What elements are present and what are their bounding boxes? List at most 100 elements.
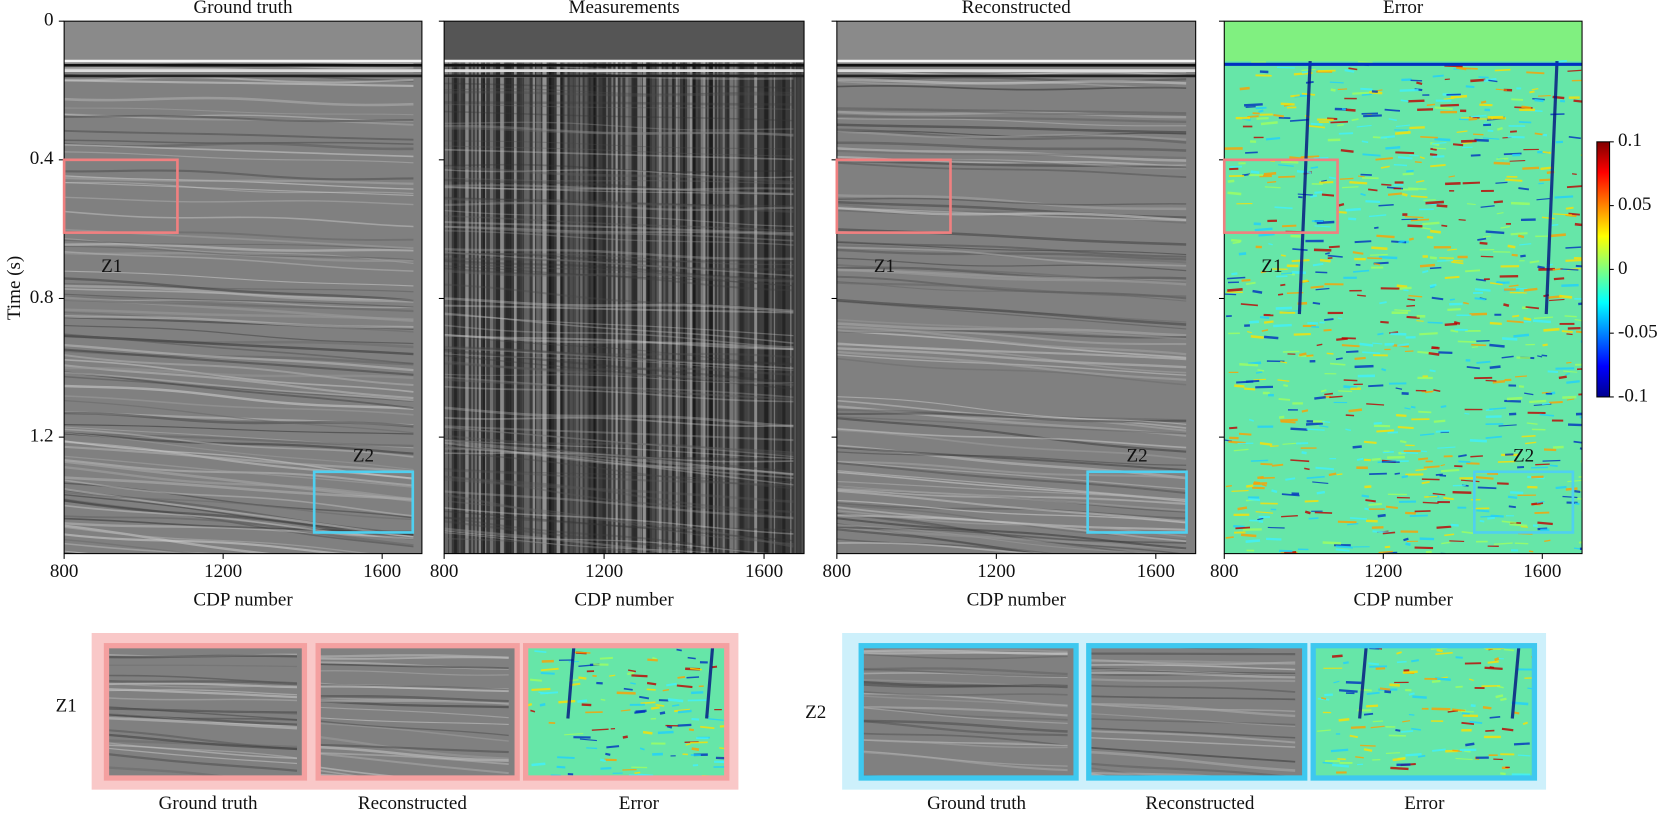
trace-stripe	[637, 21, 641, 554]
reflector	[444, 178, 794, 196]
error-streak	[1360, 192, 1366, 197]
error-streak	[1577, 497, 1583, 500]
reflector	[318, 722, 509, 742]
x-axis-label: CDP number	[1354, 590, 1454, 611]
trace-stripe	[538, 21, 542, 554]
reflector	[444, 434, 794, 456]
colorbar-tick-label: -0.05	[1618, 322, 1658, 343]
reflector	[444, 110, 794, 122]
error-streak	[1393, 163, 1408, 167]
error-streak	[1526, 422, 1538, 425]
error-streak	[1579, 447, 1583, 450]
error-streak	[1343, 379, 1358, 382]
error-streak	[1465, 85, 1475, 89]
error-streak	[1549, 298, 1565, 302]
zone-label: Z1	[101, 256, 122, 277]
error-streak	[1434, 106, 1453, 111]
trace-stripe	[773, 21, 776, 554]
error-streak	[1537, 521, 1553, 526]
error-streak	[1259, 442, 1273, 446]
error-streak	[688, 728, 694, 732]
error-streak	[1377, 513, 1386, 518]
error-streak	[1526, 71, 1545, 75]
error-streak	[1528, 550, 1534, 553]
error-streak	[1289, 118, 1309, 122]
reflector	[318, 696, 509, 705]
error-streak	[1396, 660, 1407, 664]
error-streak	[1338, 210, 1347, 214]
error-streak	[1304, 499, 1319, 503]
error-streak	[1523, 287, 1538, 292]
error-streak	[1496, 685, 1504, 689]
top-band	[1224, 21, 1583, 62]
reflector	[444, 517, 794, 532]
error-streak	[1581, 72, 1583, 74]
error-streak	[1410, 405, 1416, 409]
reflector	[64, 526, 375, 554]
error-streak	[1521, 105, 1532, 110]
error-streak	[1561, 330, 1573, 334]
error-streak	[1281, 493, 1300, 497]
error-streak	[1266, 537, 1282, 541]
error-streak	[1361, 140, 1369, 144]
error-streak	[1470, 154, 1481, 157]
error-streak	[1404, 215, 1424, 219]
trace-stripe	[584, 21, 588, 554]
x-tick-label: 1600	[1137, 561, 1175, 582]
error-streak	[1331, 654, 1343, 658]
trace-stripe	[480, 21, 485, 554]
error-streak	[1536, 197, 1550, 201]
error-streak	[1501, 520, 1517, 524]
y-axis-label: Time (s)	[4, 256, 25, 320]
error-streak	[639, 695, 650, 700]
reflector	[64, 333, 414, 365]
error-streak	[1298, 352, 1307, 357]
error-streak	[1368, 662, 1379, 666]
error-streak	[1437, 446, 1456, 449]
error-streak	[1301, 70, 1308, 74]
error-streak	[1534, 98, 1544, 103]
trace-stripe	[734, 21, 739, 554]
y-tick-label: 0	[44, 10, 54, 31]
error-streak	[1384, 108, 1401, 112]
error-streak	[1291, 270, 1307, 275]
error-streak	[1409, 514, 1428, 518]
trace-stripe	[454, 21, 457, 554]
error-streak	[1500, 697, 1507, 702]
error-streak	[1363, 114, 1382, 118]
error-streak	[1544, 539, 1551, 543]
trace-stripe	[495, 21, 501, 554]
error-streak	[1493, 542, 1513, 546]
error-streak	[539, 702, 546, 707]
trace-stripe	[536, 21, 540, 554]
reflector	[64, 445, 414, 473]
error-streak	[1452, 490, 1472, 494]
error-streak	[1355, 756, 1364, 759]
reflector	[444, 451, 794, 463]
error-streak	[1341, 344, 1360, 348]
error-streak	[1531, 501, 1544, 506]
error-streak	[1397, 343, 1409, 347]
error-streak	[1292, 248, 1308, 252]
error-streak	[1509, 523, 1528, 527]
error-streak	[1351, 118, 1359, 122]
error-streak	[1343, 385, 1358, 389]
error-streak	[1278, 175, 1296, 178]
error-streak	[1247, 331, 1252, 334]
error-streak	[1477, 486, 1497, 490]
error-streak	[1253, 378, 1267, 381]
error-streak	[1373, 262, 1381, 266]
error-streak	[1431, 296, 1444, 301]
error-streak	[1383, 551, 1398, 554]
reflector	[444, 346, 794, 359]
error-streak	[1464, 412, 1470, 415]
reflector	[106, 674, 298, 684]
error-streak	[677, 723, 692, 727]
reflector	[836, 240, 1187, 258]
error-streak	[1240, 303, 1258, 307]
x-axis-label: CDP number	[574, 590, 674, 611]
reflector	[106, 706, 298, 721]
error-streak	[1560, 268, 1579, 271]
reflector	[64, 504, 414, 540]
error-streak	[1395, 151, 1415, 155]
